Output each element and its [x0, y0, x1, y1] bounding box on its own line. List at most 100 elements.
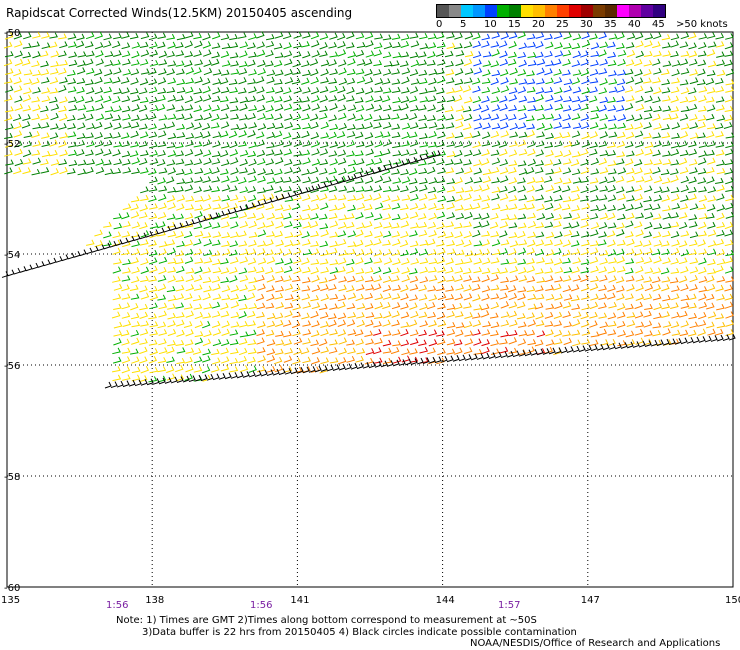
wind-barb: [616, 78, 626, 86]
wind-barb: [462, 123, 472, 131]
wind-barb: [364, 239, 374, 247]
wind-barb: [499, 114, 509, 122]
wind-barb: [158, 310, 167, 318]
wind-barb: [176, 123, 186, 131]
wind-barb: [455, 121, 464, 129]
wind-barb: [698, 248, 708, 255]
wind-barb: [572, 33, 582, 41]
wind-barb: [419, 96, 429, 103]
wind-barb: [158, 329, 168, 336]
wind-barb: [419, 149, 429, 156]
wind-barb: [284, 310, 293, 318]
edge-barb: [632, 341, 640, 348]
wind-barb: [716, 193, 725, 201]
wind-barb: [580, 312, 589, 320]
wind-barb: [310, 230, 319, 238]
wind-barb: [275, 122, 284, 130]
wind-barb: [572, 122, 582, 129]
wind-barb: [77, 60, 86, 67]
wind-barb: [121, 366, 131, 374]
wind-barb: [670, 321, 680, 329]
wind-barb: [545, 94, 554, 102]
wind-barb: [166, 68, 176, 76]
edge-barb: [506, 350, 514, 358]
wind-barb: [139, 239, 149, 246]
wind-barb: [320, 346, 330, 354]
edge-barb: [530, 349, 538, 356]
wind-barb: [265, 329, 275, 337]
wind-barb: [689, 132, 699, 140]
wind-barb: [158, 338, 167, 346]
wind-barb: [50, 61, 60, 68]
wind-barb: [112, 374, 122, 382]
wind-barb: [581, 40, 591, 48]
wind-barb: [32, 123, 42, 130]
wind-barb: [320, 293, 330, 302]
wind-barb: [535, 293, 545, 300]
wind-barb: [221, 60, 231, 67]
wind-barb: [229, 149, 239, 157]
wind-barb: [347, 166, 357, 174]
wind-barb: [544, 104, 553, 111]
wind-barb: [716, 159, 726, 167]
wind-barb: [644, 86, 654, 94]
wind-barb: [346, 140, 355, 148]
wind-barb: [239, 275, 249, 282]
wind-barb: [283, 103, 293, 111]
wind-barb: [544, 239, 554, 246]
wind-barb: [473, 348, 483, 355]
wind-barb: [436, 68, 445, 75]
wind-barb: [472, 51, 482, 59]
wind-barb: [634, 167, 643, 175]
wind-barb: [391, 267, 400, 275]
wind-barb: [275, 221, 284, 229]
wind-barb: [545, 293, 555, 301]
wind-barb: [347, 124, 356, 131]
wind-barb: [112, 247, 121, 255]
wind-barb: [329, 293, 339, 300]
wind-barb: [536, 67, 545, 75]
wind-barb: [625, 141, 634, 148]
wind-barb: [328, 313, 337, 320]
wind-barb: [418, 114, 428, 121]
wind-barb: [103, 86, 113, 94]
footer-note-1: Note: 1) Times are GMT 2)Times along bot…: [116, 615, 537, 626]
wind-barb: [607, 249, 617, 257]
wind-barb: [337, 86, 346, 94]
wind-barb: [598, 204, 607, 212]
wind-barb: [373, 60, 383, 67]
legend-swatch: [533, 5, 545, 17]
legend-swatch: [545, 5, 557, 17]
wind-barb: [112, 366, 121, 373]
wind-barb: [148, 313, 157, 320]
wind-barb: [723, 121, 733, 129]
wind-barb: [391, 60, 400, 67]
wind-barb: [238, 230, 247, 238]
wind-barb: [473, 67, 483, 75]
wind-barb: [257, 283, 266, 291]
wind-barb: [184, 256, 194, 264]
wind-barb: [103, 231, 112, 239]
wind-barb: [463, 239, 472, 248]
wind-barb: [175, 231, 184, 239]
wind-barb: [707, 328, 716, 336]
wind-barb: [4, 77, 13, 84]
wind-barb: [229, 240, 239, 248]
wind-barb: [311, 148, 320, 156]
wind-barb: [40, 60, 49, 68]
wind-barb: [410, 78, 420, 85]
wind-barb: [337, 319, 346, 327]
wind-barb: [472, 40, 482, 48]
wind-barb: [140, 266, 150, 274]
edge-barb: [440, 355, 448, 363]
wind-barb: [661, 194, 671, 202]
wind-barb: [670, 168, 679, 175]
wind-barb: [698, 301, 708, 309]
wind-barb: [211, 176, 221, 183]
wind-barb: [400, 293, 409, 301]
wind-barb: [275, 275, 284, 283]
wind-barb: [274, 176, 284, 184]
wind-barb: [400, 204, 409, 211]
wind-barb: [652, 96, 661, 104]
wind-barb: [490, 231, 500, 238]
